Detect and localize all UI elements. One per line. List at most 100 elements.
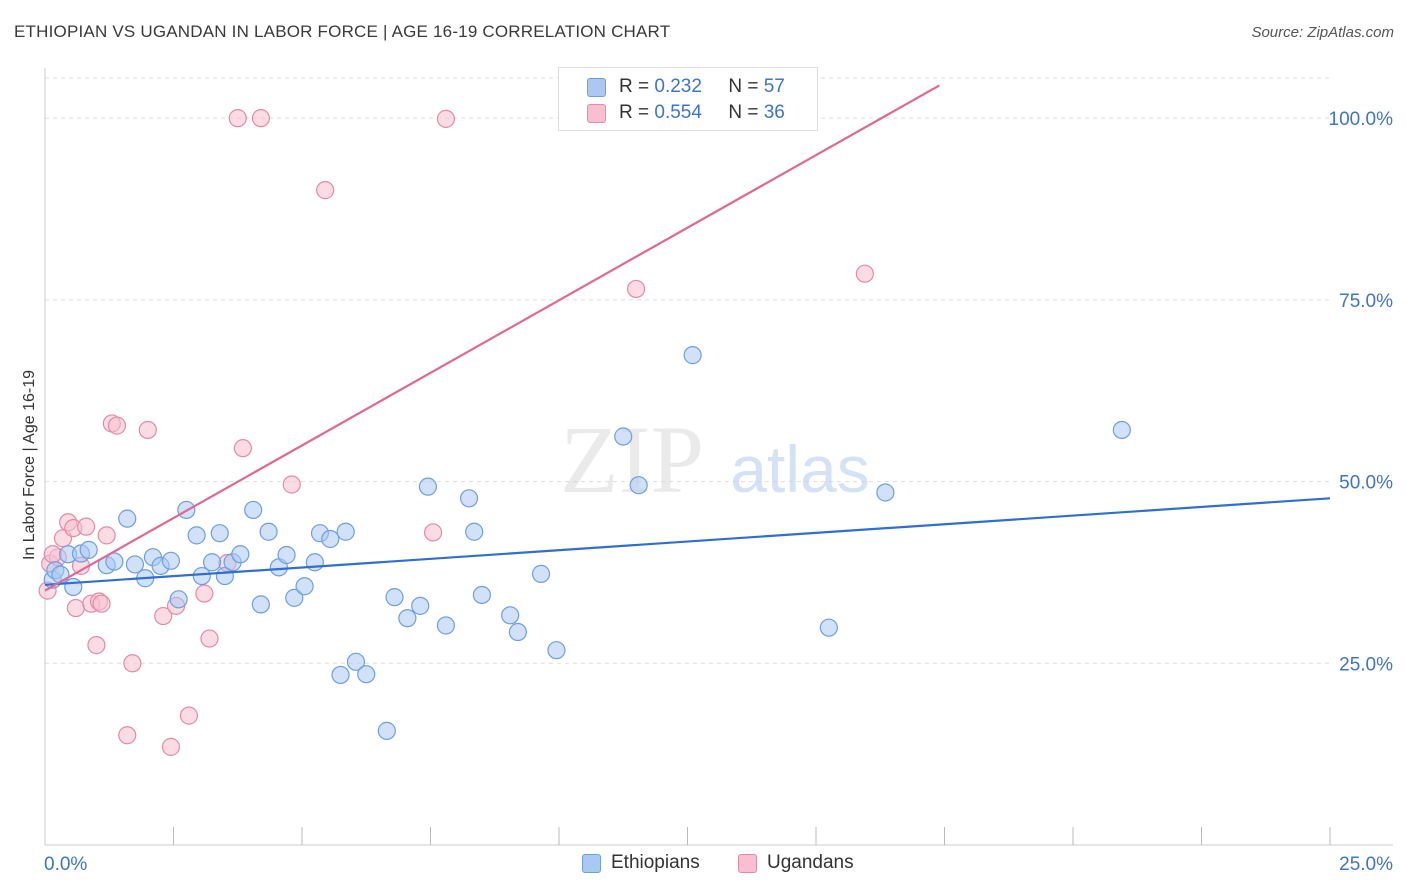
axes	[44, 68, 1393, 846]
ethiopian-point	[472, 585, 491, 605]
ethiopian-point	[683, 346, 702, 365]
ugandan-point	[423, 523, 443, 542]
legend-n-label: N =	[728, 76, 759, 97]
correlation-legend: R = 0.232 N = 57 R = 0.554 N = 36	[558, 67, 818, 131]
ethiopian-point	[161, 551, 181, 570]
ugandans-legend-label: Ugandans	[767, 852, 854, 873]
ethiopian-point	[331, 665, 350, 685]
ugandan-point	[233, 439, 252, 458]
ethiopian-point	[418, 477, 438, 496]
ethiopian-point	[819, 618, 838, 637]
ethiopian-point	[357, 665, 376, 684]
ugandan-point	[77, 517, 96, 536]
ethiopians-swatch	[587, 78, 606, 97]
ugandan-point	[436, 109, 456, 128]
ugandan-point	[43, 545, 62, 564]
ethiopian-point	[277, 545, 296, 565]
ugandan-point	[179, 706, 199, 725]
ugandan-point	[66, 598, 85, 618]
x-tick-label: 0.0%	[44, 854, 87, 875]
ethiopian-point	[336, 522, 355, 541]
ugandans-legend-swatch	[738, 853, 757, 873]
ethiopian-point	[202, 553, 222, 572]
ugandan-point	[123, 654, 142, 673]
ethiopian-point	[187, 526, 206, 545]
gridlines	[45, 77, 1330, 664]
ugandan-point	[195, 584, 214, 603]
watermark-atlas: atlas	[730, 432, 869, 506]
watermark: ZIP atlas	[560, 406, 870, 513]
ethiopian-point	[251, 595, 270, 614]
ugandans-n-value: 36	[763, 102, 785, 123]
ethiopians-trend-line	[44, 497, 1331, 586]
ugandan-point	[200, 629, 219, 648]
ethiopian-point	[547, 641, 566, 660]
ethiopian-point	[64, 577, 83, 597]
bottom-legend-ugandans[interactable]: Ugandans	[738, 852, 854, 874]
ugandan-point	[107, 416, 127, 435]
ethiopian-point	[231, 545, 250, 564]
ethiopian-point	[346, 652, 366, 671]
ugandan-point	[97, 526, 116, 545]
ethiopian-point	[614, 427, 633, 446]
chart-title: ETHIOPIAN VS UGANDAN IN LABOR FORCE | AG…	[14, 22, 671, 41]
y-tick-label: 50.0%	[1339, 473, 1393, 494]
ugandan-point	[161, 737, 181, 756]
ethiopian-point	[508, 622, 527, 642]
ethiopian-point	[398, 609, 417, 628]
y-tick-label: 25.0%	[1339, 654, 1393, 675]
ugandan-point	[118, 726, 137, 745]
ethiopian-point	[385, 588, 404, 607]
ethiopian-point	[118, 509, 137, 528]
ugandan-point	[855, 264, 874, 283]
ethiopians-r-value: 0.232	[654, 76, 702, 97]
source-label: Source: ZipAtlas.com	[1251, 24, 1394, 41]
bottom-legend-ethiopians[interactable]: Ethiopians	[582, 852, 700, 874]
legend-r-label: R =	[619, 102, 650, 123]
legend-n-label: N =	[728, 102, 759, 123]
ethiopian-point	[105, 552, 124, 571]
ethiopian-point	[192, 566, 211, 586]
ethiopian-point	[285, 588, 304, 607]
ethiopian-point	[244, 500, 263, 520]
watermark-zip: ZIP	[560, 406, 704, 513]
ethiopian-point	[295, 577, 314, 596]
ethiopian-point	[79, 540, 98, 559]
ethiopian-point	[411, 596, 430, 615]
ugandan-point	[626, 279, 646, 299]
ethiopian-point	[125, 555, 145, 574]
ugandan-point	[228, 109, 247, 128]
ethiopian-point	[51, 565, 70, 584]
ugandans-trend-line	[44, 84, 940, 592]
ethiopian-point	[876, 483, 895, 502]
ethiopian-point	[259, 522, 278, 541]
ugandan-point	[316, 181, 335, 200]
ethiopian-point	[169, 590, 188, 609]
ethiopians-legend-swatch	[582, 853, 601, 873]
ugandans-r-value: 0.554	[654, 102, 702, 123]
ethiopians-legend-label: Ethiopians	[611, 852, 700, 873]
y-tick-label: 75.0%	[1339, 291, 1393, 312]
ethiopian-point	[465, 522, 484, 541]
ethiopian-point	[305, 553, 324, 572]
ethiopian-point	[436, 616, 456, 635]
ugandans-swatch	[587, 104, 606, 123]
ethiopian-point	[377, 721, 396, 740]
ethiopian-point	[210, 524, 229, 543]
ugandan-point	[251, 109, 270, 128]
ugandan-point	[154, 606, 173, 626]
ethiopian-point	[629, 476, 648, 495]
ethiopians-n-value: 57	[763, 76, 785, 97]
legend-r-label: R =	[619, 76, 650, 97]
y-tick-label: 100.0%	[1329, 109, 1394, 130]
ugandan-point	[138, 420, 157, 440]
ethiopian-point	[321, 529, 340, 549]
ugandan-point	[282, 475, 301, 494]
x-tick-label: 25.0%	[1339, 854, 1393, 875]
tick-labels: 25.0% 50.0% 75.0% 100.0% 0.0% 25.0%	[44, 109, 1393, 875]
ethiopian-point	[1112, 420, 1131, 440]
ethiopian-point	[501, 606, 520, 625]
trend-lines	[44, 84, 1331, 592]
ethiopian-point	[531, 564, 551, 583]
